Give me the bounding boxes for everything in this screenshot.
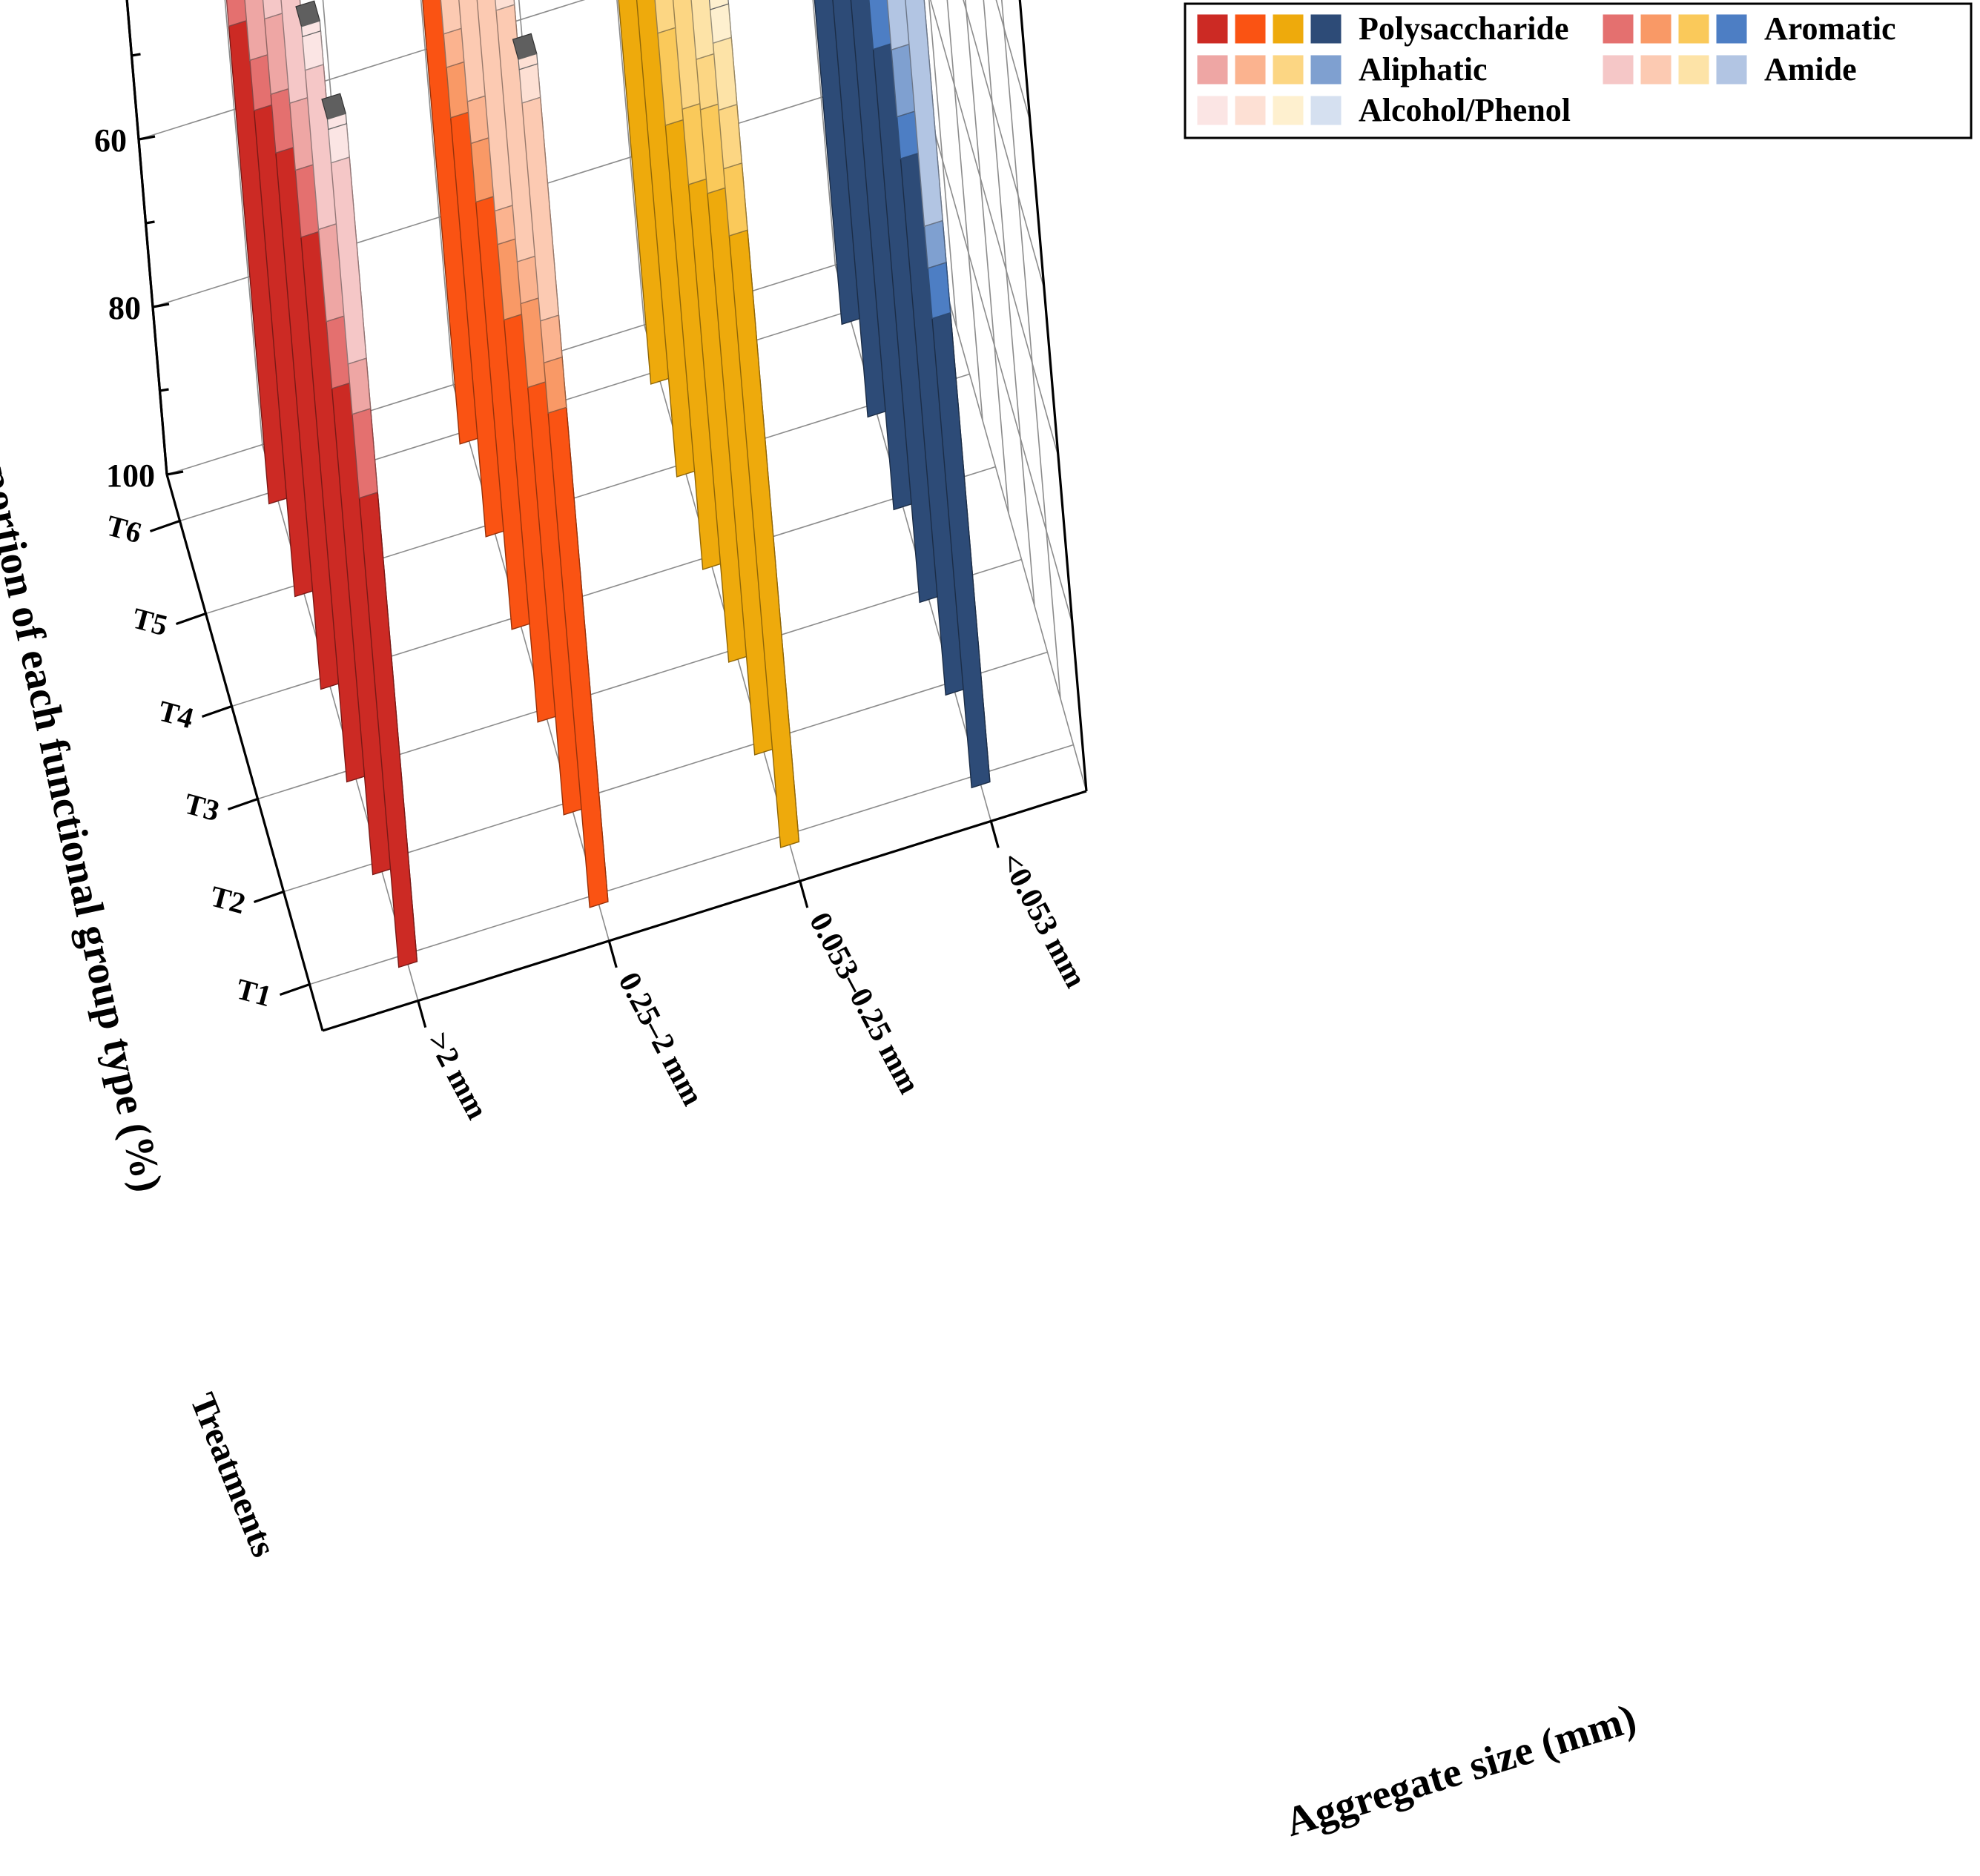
size-tick-label: <0.053 mm [993,847,1092,993]
bar-front-face [541,315,562,363]
treatment-tick-label: T5 [129,601,171,643]
legend-label: Aromatic [1764,10,1896,47]
legend-item-alcohol-phenol: Alcohol/Phenol [1197,92,1571,128]
size-tick [991,821,998,848]
treatment-tick [280,985,310,995]
legend-swatch [1235,14,1266,44]
treatment-axis-title: Treatments [182,1387,283,1562]
z-tick [167,472,183,475]
legend-swatch [1273,96,1304,125]
treatment-tick-label: T2 [207,879,249,921]
legend-swatch [1678,55,1709,85]
legend-swatch [1235,96,1266,125]
legend-swatch [1716,14,1747,44]
bar-front-face [303,31,324,70]
legend-swatch [1310,14,1342,44]
legend-swatch [1603,14,1634,44]
treatment-tick [254,892,284,902]
bar-front-face [928,262,950,319]
bar-front-face [710,4,732,43]
legend-item-polysaccharide: Polysaccharide [1197,10,1569,47]
chart-3d-stacked-bars: 020406080100T1T2T3T4T5T6>2 mm0.25–2 mm0.… [0,0,1980,1872]
z-tick-label: 60 [94,122,127,159]
z-minor-tick [160,389,169,391]
chart-root: 020406080100T1T2T3T4T5T6>2 mm0.25–2 mm0.… [0,0,1980,1872]
size-axis-line [323,791,1086,1031]
bar-front-face [925,220,947,268]
legend-swatch [1603,55,1634,85]
z-tick-label: 100 [106,458,155,494]
legend-swatch [1678,14,1709,44]
z-axis-title: Proportion of each functional group type… [0,400,171,1196]
legend-item-amide: Amide [1603,51,1857,87]
legend-swatch [1197,14,1228,44]
chart-labels: 020406080100T1T2T3T4T5T6>2 mm0.25–2 mm0.… [0,0,1641,1846]
size-tick-label: 0.053–0.25 mm [802,907,926,1100]
legend-swatch [1273,14,1304,44]
legend-swatch [1640,55,1672,85]
z-tick [153,304,169,307]
legend-label: Alcohol/Phenol [1359,92,1571,128]
size-tick [800,881,808,908]
treatment-tick-label: T6 [103,509,145,550]
treatment-tick [228,799,258,810]
z-tick-label: 80 [108,290,141,326]
legend-swatch [1310,96,1342,125]
bar-front-face [544,357,566,414]
legend-swatch [1235,55,1266,85]
z-minor-tick [132,54,141,56]
size-axis-title: Aggregate size (mm) [1280,1695,1641,1846]
z-minor-tick [146,222,155,223]
legend-swatch [1640,14,1672,44]
legend-label: Polysaccharide [1359,10,1569,47]
treatment-tick-label: T3 [181,787,223,828]
size-tick [609,941,616,968]
back-wall-gridline [96,0,167,475]
treatment-tick-label: T1 [233,972,275,1014]
treatment-tick [151,521,180,532]
bar-front-face [348,358,370,414]
z-axis-line [96,0,167,475]
treatment-tick [202,707,232,717]
z-tick [139,136,155,139]
size-tick-label: >2 mm [420,1027,494,1125]
legend-swatch [1197,96,1228,125]
chart-legend: Polysaccharide Aromatic Aliphatic Amide Alco… [1185,4,1971,138]
legend-swatch [1310,55,1342,85]
legend-swatch [1273,55,1304,85]
chart-bars [192,0,990,968]
legend-swatch [1716,55,1747,85]
legend-label: Aliphatic [1359,51,1488,87]
side-wall-gridline [964,0,1034,606]
bar-front-face [519,64,541,103]
legend-label: Amide [1764,51,1857,87]
legend-swatch [1197,55,1228,85]
size-tick-label: 0.25–2 mm [611,967,710,1112]
treatment-tick [176,614,206,624]
treatment-tick-label: T4 [155,694,197,736]
size-tick [418,1001,426,1028]
floor-gridline [310,745,1074,985]
bar-front-face [329,124,350,163]
